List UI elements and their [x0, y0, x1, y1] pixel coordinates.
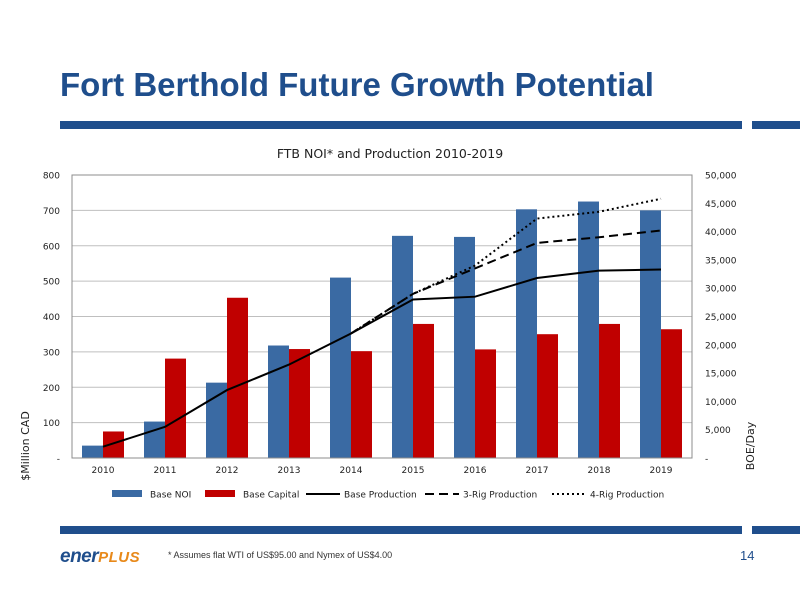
- bar-base-capital: [599, 323, 620, 458]
- bars: [82, 201, 682, 458]
- y2-tick-label: 5,000: [705, 426, 731, 436]
- x-tick-label: 2013: [278, 466, 301, 476]
- legend-label-base-noi: Base NOI: [150, 491, 191, 501]
- x-tick-label: 2011: [154, 466, 177, 476]
- legend-swatch-base-noi: [112, 490, 142, 497]
- line-base-production: [102, 268, 662, 448]
- y2-tick-label: 45,000: [705, 200, 737, 210]
- footer-rule-tail: [752, 526, 800, 534]
- legend-label-3-rig-production: 3-Rig Production: [463, 491, 537, 501]
- y2-tick-label: 35,000: [705, 256, 737, 266]
- x-tick-label: 2010: [92, 466, 115, 476]
- x-tick-label: 2016: [464, 466, 487, 476]
- page-title: Fort Berthold Future Growth Potential: [60, 66, 654, 103]
- bar-base-noi: [268, 345, 289, 458]
- bar-base-capital: [413, 323, 434, 458]
- y-tick-label: -: [57, 455, 60, 465]
- bar-base-noi: [640, 210, 661, 458]
- bar-base-noi: [82, 445, 103, 458]
- title-rule-tail: [752, 121, 800, 129]
- enerplus-logo: enerPLUS: [60, 546, 140, 568]
- bar-base-noi: [206, 382, 227, 458]
- title-rule: [60, 121, 742, 129]
- y2-axis-label: BOE/Day: [744, 421, 757, 470]
- x-tick-label: 2017: [526, 466, 549, 476]
- chart: FTB NOI* and Production 2010-2019 - 100 20…: [0, 130, 800, 515]
- bar-base-noi: [330, 277, 351, 458]
- bar-base-noi: [144, 421, 165, 458]
- bar-base-noi: [578, 201, 599, 458]
- logo-text-ener: ener: [60, 546, 99, 567]
- y-tick-label: 600: [43, 242, 60, 252]
- y-tick-label: 300: [43, 348, 60, 358]
- legend-swatch-base-capital: [205, 490, 235, 497]
- bar-base-capital: [227, 297, 248, 458]
- y-tick-label: 100: [43, 419, 60, 429]
- y2-tick-label: 30,000: [705, 285, 737, 295]
- axes: - 100 200 300 400 500 600 700 800 - 5,000 10,000 15,…: [43, 172, 737, 477]
- y2-tick-label: 10,000: [705, 398, 737, 408]
- y-tick-label: 200: [43, 384, 60, 394]
- legend-label-4-rig-production: 4-Rig Production: [590, 491, 664, 501]
- y2-tick-label: 15,000: [705, 370, 737, 380]
- bar-base-noi: [454, 236, 475, 458]
- x-tick-label: 2019: [650, 466, 673, 476]
- bar-base-capital: [537, 334, 558, 458]
- y-tick-label: 800: [43, 172, 60, 182]
- legend-label-base-production: Base Production: [344, 491, 417, 501]
- page-number: 14: [740, 548, 755, 563]
- bar-base-capital: [475, 349, 496, 458]
- footer-rule: [60, 526, 742, 534]
- bar-base-noi: [516, 209, 537, 458]
- y2-tick-label: 25,000: [705, 313, 737, 323]
- x-tick-label: 2012: [216, 466, 239, 476]
- bar-base-capital: [165, 358, 186, 458]
- legend-label-base-capital: Base Capital: [243, 491, 299, 501]
- legend: Base NOI Base Capital Base Production 3-Rig…: [112, 490, 664, 501]
- y-tick-label: 400: [43, 313, 60, 323]
- bar-base-capital: [289, 349, 310, 458]
- logo-text-plus: PLUS: [98, 549, 141, 566]
- bar-base-noi: [392, 235, 413, 458]
- production-lines: [102, 197, 662, 448]
- y-tick-label: 500: [43, 278, 60, 288]
- x-tick-label: 2015: [402, 466, 425, 476]
- y2-tick-label: -: [705, 455, 708, 465]
- chart-title: FTB NOI* and Production 2010-2019: [277, 146, 503, 161]
- y2-tick-label: 50,000: [705, 172, 737, 182]
- y-tick-label: 700: [43, 207, 60, 217]
- x-tick-label: 2018: [588, 466, 611, 476]
- y-axis-label: $Million CAD: [19, 411, 32, 481]
- bar-base-capital: [103, 431, 124, 458]
- y2-tick-label: 20,000: [705, 341, 737, 351]
- footnote: * Assumes flat WTI of US$95.00 and Nymex…: [168, 550, 393, 560]
- x-tick-label: 2014: [340, 466, 363, 476]
- line-4-rig-production: [350, 197, 662, 335]
- y2-tick-label: 40,000: [705, 228, 737, 238]
- bar-base-capital: [661, 329, 682, 458]
- bar-base-capital: [351, 351, 372, 458]
- plot-area-border: [71, 174, 693, 459]
